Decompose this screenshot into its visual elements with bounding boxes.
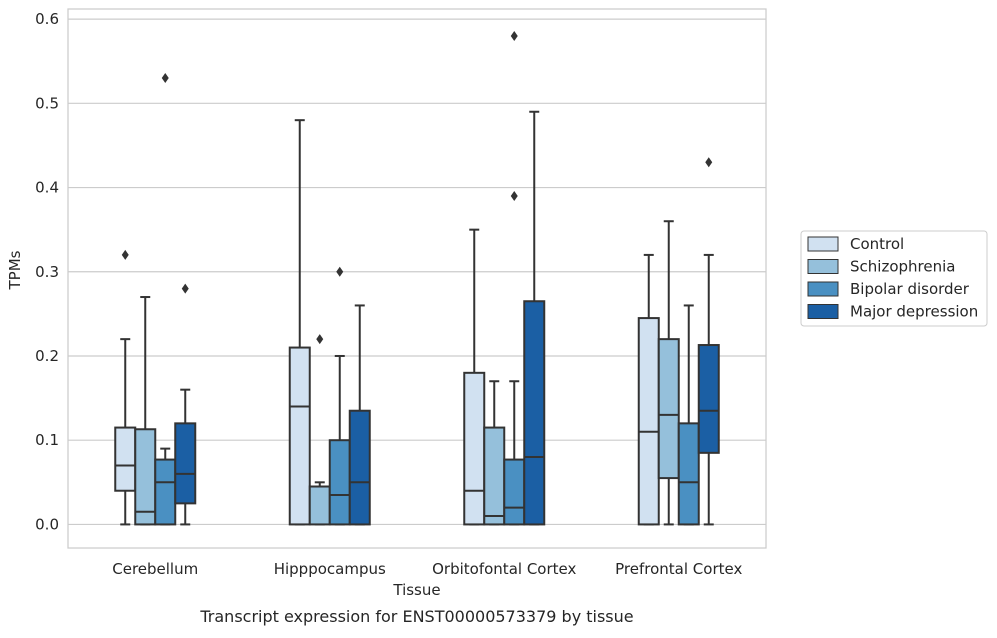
box-bipolar-disorder bbox=[503, 30, 526, 526]
box-body bbox=[308, 485, 331, 526]
box-body bbox=[637, 317, 660, 526]
x-tick-labels: Cerebellum Hipppocampus Orbitofontal Corte… bbox=[112, 560, 742, 578]
x-tick-label: Prefrontal Cortex bbox=[615, 560, 742, 578]
outlier-point bbox=[336, 266, 344, 277]
box-major-depression bbox=[697, 157, 720, 526]
legend-label: Bipolar disorder bbox=[850, 280, 970, 298]
legend-label: Major depression bbox=[850, 303, 978, 321]
y-tick-label: 0.0 bbox=[35, 515, 59, 533]
box-bipolar-disorder bbox=[154, 73, 177, 526]
box-body bbox=[503, 458, 526, 526]
legend-frame bbox=[800, 230, 988, 327]
y-tick-label: 0.2 bbox=[35, 347, 59, 365]
box-body bbox=[348, 409, 371, 526]
outlier-point bbox=[705, 157, 713, 168]
box-body bbox=[288, 346, 311, 526]
boxes bbox=[114, 30, 720, 526]
legend-swatch bbox=[807, 304, 839, 319]
box-control bbox=[288, 119, 311, 526]
y-axis-label: TPMs bbox=[6, 250, 24, 290]
box-body bbox=[174, 422, 197, 505]
outlier-point bbox=[161, 73, 169, 84]
box-control bbox=[637, 253, 660, 526]
outlier-point bbox=[121, 249, 129, 260]
box-schizophrenia bbox=[134, 296, 157, 526]
box-body bbox=[463, 371, 486, 526]
legend-swatch bbox=[807, 259, 839, 274]
box-body bbox=[697, 344, 720, 454]
y-tick-label: 0.1 bbox=[35, 431, 59, 449]
box-major-depression bbox=[348, 304, 371, 526]
x-tick-label: Hipppocampus bbox=[274, 560, 386, 578]
box-body bbox=[154, 458, 177, 526]
legend-label: Control bbox=[850, 235, 904, 253]
legend-swatch bbox=[807, 236, 839, 252]
box-major-depression bbox=[523, 110, 546, 526]
x-tick-label: Cerebellum bbox=[112, 560, 198, 578]
legend-swatch bbox=[807, 281, 839, 297]
y-tick-label: 0.5 bbox=[35, 94, 59, 112]
outlier-point bbox=[316, 334, 324, 345]
y-tick-label: 0.4 bbox=[35, 179, 59, 197]
box-control bbox=[114, 249, 137, 526]
outlier-point bbox=[510, 30, 518, 41]
plot-frame bbox=[67, 8, 767, 549]
box-body bbox=[483, 426, 506, 526]
box-major-depression bbox=[174, 283, 197, 526]
outlier-point bbox=[181, 283, 189, 294]
x-axis-label: Tissue bbox=[392, 581, 440, 599]
y-tick-labels: 0.0 0.1 0.2 0.3 0.4 0.5 0.6 bbox=[35, 10, 59, 533]
box-schizophrenia bbox=[657, 220, 680, 526]
box-control bbox=[463, 228, 486, 526]
box-bipolar-disorder bbox=[328, 266, 351, 526]
box-body bbox=[677, 422, 700, 526]
box-bipolar-disorder bbox=[677, 304, 700, 526]
outlier-point bbox=[510, 190, 518, 201]
box-body bbox=[657, 338, 680, 480]
box-body bbox=[523, 300, 546, 526]
legend: Control Schizophrenia Bipolar disorder Majo… bbox=[800, 230, 988, 327]
box-body bbox=[114, 426, 137, 492]
box-schizophrenia bbox=[483, 380, 506, 526]
y-tick-label: 0.3 bbox=[35, 263, 59, 281]
box-body bbox=[134, 428, 157, 526]
y-tick-label: 0.6 bbox=[35, 10, 59, 28]
box-body bbox=[328, 439, 351, 526]
x-tick-label: Orbitofontal Cortex bbox=[432, 560, 576, 578]
box-schizophrenia bbox=[308, 334, 331, 526]
chart-caption: Transcript expression for ENST0000057337… bbox=[199, 607, 633, 626]
legend-label: Schizophrenia bbox=[850, 258, 955, 276]
